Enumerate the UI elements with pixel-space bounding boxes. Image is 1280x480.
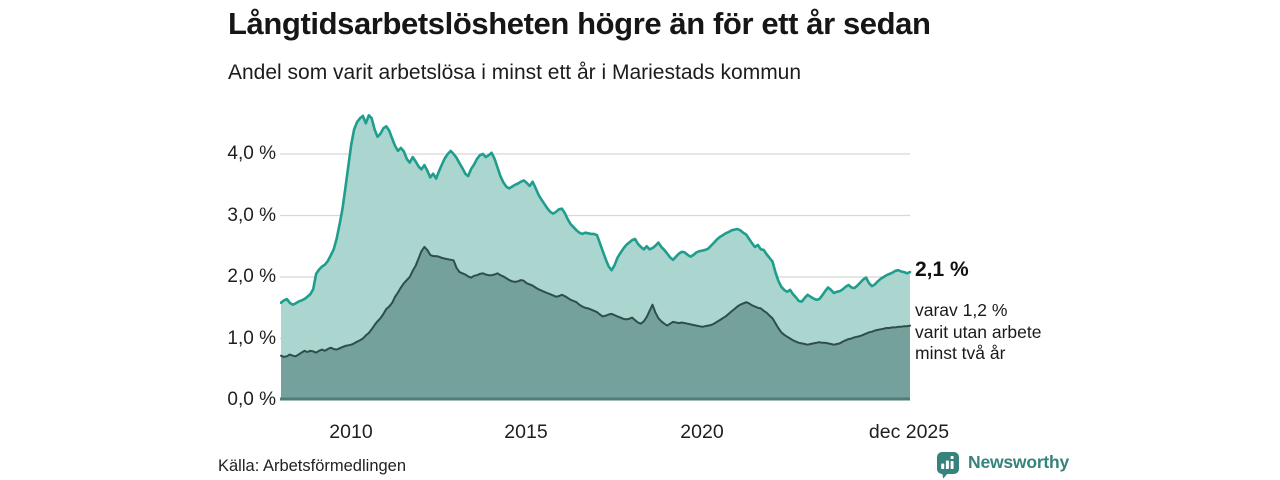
x-axis-tick-2020: 2020 [680, 421, 724, 443]
page-subtitle: Andel som varit arbetslösa i minst ett å… [228, 61, 802, 84]
newsworthy-logo[interactable]: Newsworthy [936, 451, 1069, 479]
page-title: Långtidsarbetslösheten högre än för ett … [228, 6, 931, 41]
y-axis-tick-0: 0,0 % [227, 389, 276, 410]
newsworthy-icon [937, 452, 959, 479]
y-axis-tick-4: 4,0 % [227, 143, 276, 164]
brand-name: Newsworthy [968, 452, 1070, 472]
x-axis-tick-dec-2025: dec 2025 [868, 421, 950, 443]
latest-value-label: 2,1 % [915, 258, 969, 281]
y-axis-tick-3: 3,0 % [227, 205, 276, 226]
x-axis-tick-2010: 2010 [329, 421, 373, 443]
chart-canvas [280, 114, 912, 401]
x-axis-tick-2015: 2015 [504, 421, 548, 443]
source-credit: Källa: Arbetsförmedlingen [218, 457, 407, 475]
y-axis-tick-2: 2,0 % [227, 266, 276, 287]
two-year-share-annotation: varav 1,2 % varit utan arbete minst två … [915, 300, 1042, 363]
y-axis-tick-1: 1,0 % [227, 328, 276, 349]
